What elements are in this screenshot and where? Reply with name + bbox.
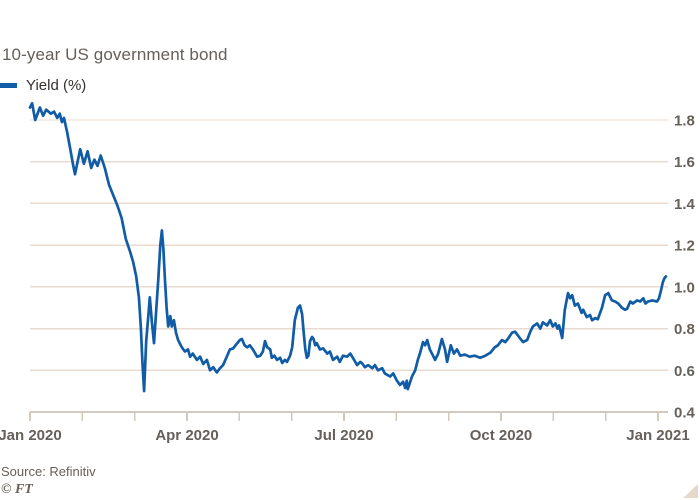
x-tick-label: Jul 2020: [314, 427, 373, 444]
y-tick-label: 0.6: [674, 363, 695, 380]
y-tick-label: 1.8: [674, 113, 695, 130]
x-tick-label: Jan 2020: [0, 427, 62, 444]
x-tick-label: Jan 2021: [626, 427, 689, 444]
ft-credit: © FT: [1, 482, 33, 497]
y-tick-label: 0.8: [674, 321, 695, 338]
y-tick-label: 1.4: [674, 196, 696, 213]
source-note: Source: Refinitiv: [1, 464, 96, 479]
y-tick-label: 0.4: [674, 405, 696, 422]
x-tick-label: Apr 2020: [155, 427, 218, 444]
y-tick-label: 1.6: [674, 154, 695, 171]
legend-line-swatch: [0, 82, 17, 88]
yield-line-series: [28, 101, 668, 393]
x-tick-label: Oct 2020: [470, 427, 533, 444]
legend-label: Yield (%): [26, 76, 87, 94]
chart-title: 10-year US government bond: [2, 45, 228, 64]
legend: Yield (%): [0, 76, 86, 94]
ft-corner-mark-icon: [683, 484, 698, 498]
y-tick-label: 1.0: [674, 279, 695, 296]
y-tick-label: 1.2: [674, 238, 695, 255]
